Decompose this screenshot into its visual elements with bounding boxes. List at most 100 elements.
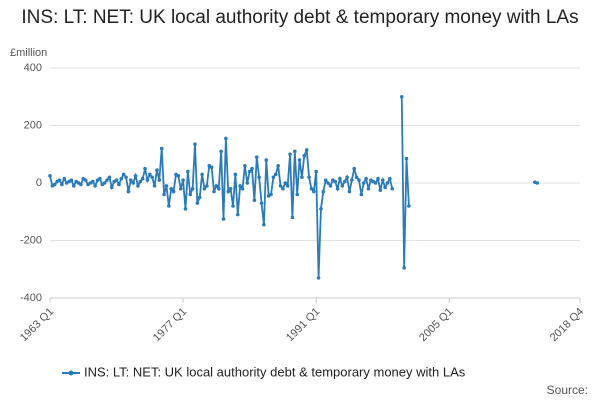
x-tick-label: 1977 Q1 (151, 306, 189, 344)
marker (117, 182, 121, 187)
marker (200, 172, 204, 177)
marker (290, 215, 295, 220)
marker (404, 156, 409, 161)
marker (333, 179, 338, 184)
marker (114, 178, 119, 182)
marker (69, 178, 74, 182)
marker (269, 192, 273, 197)
marker (167, 204, 171, 208)
marker (90, 179, 95, 184)
marker (292, 149, 297, 154)
marker (407, 204, 411, 208)
marker (335, 186, 340, 191)
marker (321, 189, 326, 194)
source: Source: (547, 383, 588, 397)
marker (178, 186, 183, 191)
marker (238, 184, 242, 188)
marker (228, 186, 233, 191)
marker (378, 188, 383, 192)
marker (399, 94, 404, 99)
y-tick-label: 400 (24, 62, 42, 74)
marker (131, 181, 135, 185)
marker (347, 189, 352, 194)
marker (309, 186, 314, 191)
x-tick-label: 2005 Q1 (417, 306, 455, 344)
x-tick-label: 1963 Q1 (18, 306, 56, 344)
y-tick-label: 0 (36, 177, 42, 189)
marker (316, 276, 321, 280)
marker (140, 176, 145, 181)
marker (124, 175, 128, 180)
legend-label: INS: LT: NET: UK local authority debt & … (84, 364, 466, 379)
marker (105, 178, 109, 182)
marker (359, 192, 364, 197)
marker (186, 169, 190, 174)
marker (257, 175, 261, 180)
marker (385, 181, 390, 185)
marker (402, 266, 406, 270)
marker (143, 166, 147, 171)
marker (109, 185, 114, 190)
marker (390, 186, 395, 191)
marker (295, 192, 299, 197)
marker (328, 184, 333, 188)
marker (107, 175, 112, 180)
marker (148, 172, 152, 177)
marker (181, 178, 185, 182)
marker (319, 207, 323, 211)
marker (285, 184, 290, 188)
marker (164, 184, 169, 188)
marker (354, 175, 359, 180)
marker (254, 155, 259, 159)
marker (388, 176, 392, 181)
marker (136, 184, 140, 188)
marker (98, 176, 102, 181)
line (400, 96, 410, 268)
marker (273, 172, 278, 177)
marker (171, 189, 176, 194)
marker (247, 169, 252, 174)
marker (93, 184, 97, 188)
marker (150, 175, 154, 180)
marker (126, 189, 131, 194)
marker (262, 222, 266, 227)
marker (352, 166, 357, 171)
marker (145, 178, 150, 182)
marker (162, 192, 166, 197)
marker (57, 178, 62, 182)
y-tick-label: -400 (20, 292, 42, 304)
marker (221, 217, 226, 221)
marker (102, 181, 107, 185)
marker (83, 178, 88, 182)
marker (62, 176, 67, 181)
marker (129, 178, 133, 182)
x-tick-label: 2018 Q4 (548, 306, 586, 344)
marker (350, 178, 354, 182)
marker (252, 198, 257, 203)
marker (314, 169, 318, 174)
marker (345, 175, 349, 180)
y-axis-label: £million (10, 47, 47, 59)
marker (535, 181, 540, 185)
marker (340, 184, 345, 188)
marker (271, 175, 276, 180)
marker (264, 158, 269, 162)
marker (243, 163, 247, 168)
marker (245, 181, 250, 185)
marker (300, 175, 304, 180)
marker (176, 174, 181, 178)
marker (216, 186, 221, 191)
marker (288, 152, 292, 157)
marker (342, 179, 347, 184)
marker (79, 182, 83, 187)
marker (133, 174, 138, 178)
marker (235, 212, 240, 217)
marker (119, 176, 124, 181)
marker (364, 176, 368, 181)
marker (188, 192, 193, 197)
marker (281, 186, 285, 191)
marker (307, 175, 311, 180)
marker (71, 184, 76, 188)
